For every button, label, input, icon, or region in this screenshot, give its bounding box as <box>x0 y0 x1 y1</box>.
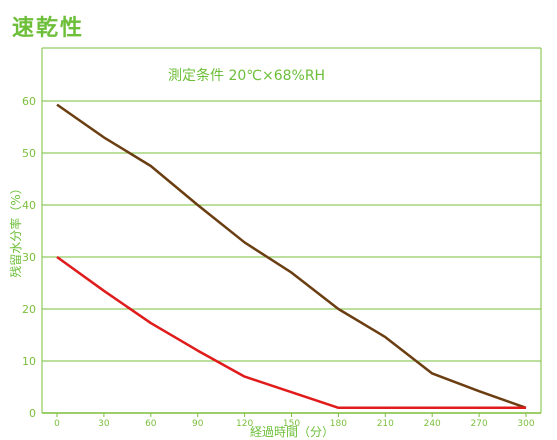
y-tick-label-0: 0 <box>29 407 36 420</box>
series-line-2 <box>56 255 526 410</box>
x-tick-label-30: 30 <box>98 419 110 429</box>
x-tick-label-180: 180 <box>330 419 347 429</box>
x-tick-labels: 0 30 60 90 120 150 180 210 240 270 300 <box>54 419 535 429</box>
grid-lines <box>41 47 542 417</box>
y-tick-label-10: 10 <box>22 355 36 368</box>
x-tick-label-120: 120 <box>236 419 253 429</box>
y-axis-label: 残留水分率（%） <box>8 182 23 277</box>
y-tick-label-60: 60 <box>22 95 36 108</box>
x-tick-label-300: 300 <box>517 419 534 429</box>
y-tick-labels: 0 10 20 30 40 50 60 <box>22 95 36 420</box>
y-tick-label-50: 50 <box>22 147 36 160</box>
x-axis-label: 経過時間（分） <box>250 425 334 439</box>
x-tick-label-270: 270 <box>471 419 488 429</box>
y-tick-label-30: 30 <box>22 251 36 264</box>
series-line-1 <box>56 103 527 409</box>
x-tick-label-60: 60 <box>145 419 157 429</box>
measurement-conditions: 測定条件 20℃×68%RH <box>168 67 325 84</box>
y-tick-label-20: 20 <box>22 303 36 316</box>
x-tick-label-0: 0 <box>54 419 60 429</box>
x-tick-label-150: 150 <box>283 419 300 429</box>
x-tick-label-210: 210 <box>377 419 394 429</box>
page-title: 速乾性 <box>12 16 85 41</box>
x-tick-label-240: 240 <box>424 419 441 429</box>
y-tick-label-40: 40 <box>22 199 36 212</box>
x-tick-label-90: 90 <box>192 419 204 429</box>
series-group <box>56 103 527 410</box>
